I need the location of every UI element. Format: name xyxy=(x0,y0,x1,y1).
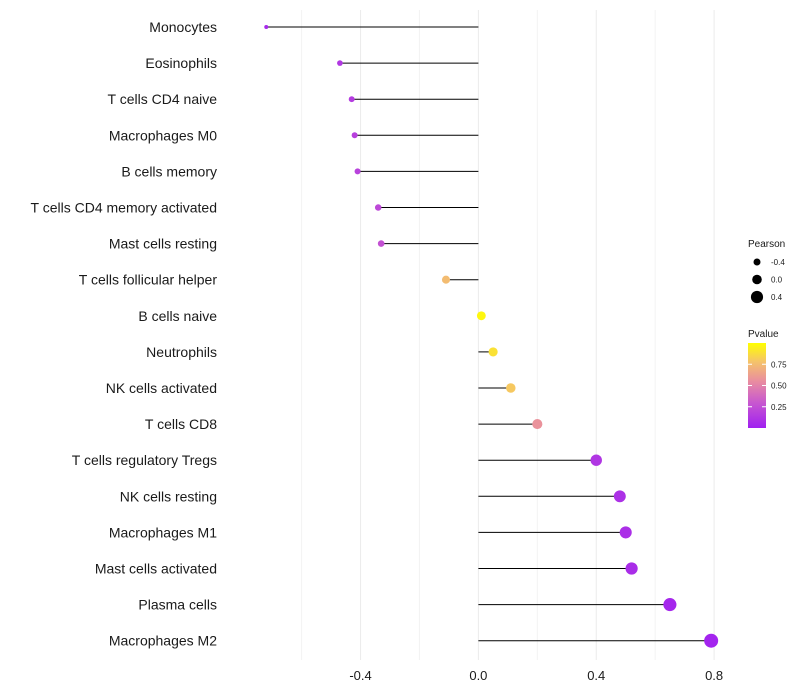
category-label: B cells memory xyxy=(121,163,217,179)
lollipop-points xyxy=(264,25,719,648)
lollipop-point xyxy=(704,633,719,648)
category-label: Eosinophils xyxy=(145,55,217,71)
grid-lines xyxy=(301,10,715,660)
lollipop-point xyxy=(264,25,269,29)
lollipop-point xyxy=(374,204,382,211)
pearson-legend-dot xyxy=(753,258,761,266)
lollipop-point xyxy=(441,275,451,284)
x-tick-label: 0.8 xyxy=(705,668,723,683)
lollipop-point xyxy=(476,311,486,321)
lollipop-point xyxy=(663,598,677,612)
category-label: Macrophages M0 xyxy=(109,127,217,143)
category-label: T cells regulatory Tregs xyxy=(72,452,217,468)
pvalue-legend-label: 0.50 xyxy=(771,382,787,391)
category-label: Monocytes xyxy=(149,19,217,35)
category-label: Macrophages M1 xyxy=(109,524,217,540)
pearson-legend-label: -0.4 xyxy=(771,258,785,267)
category-label: T cells CD4 memory activated xyxy=(31,200,217,216)
pvalue-legend-label: 0.25 xyxy=(771,403,787,412)
category-label: T cells follicular helper xyxy=(79,272,218,288)
x-tick-label: -0.4 xyxy=(349,668,371,683)
category-label: NK cells activated xyxy=(106,380,217,396)
category-label: Mast cells activated xyxy=(95,561,217,577)
lollipop-point xyxy=(506,383,516,393)
category-label: Neutrophils xyxy=(146,344,217,360)
category-label: Macrophages M2 xyxy=(109,633,217,649)
pvalue-legend-title: Pvalue xyxy=(748,329,779,340)
category-label: NK cells resting xyxy=(120,488,217,504)
category-label: T cells CD8 xyxy=(145,416,217,432)
pvalue-colorbar xyxy=(748,343,766,428)
lollipop-point xyxy=(348,96,355,103)
pearson-legend-dot xyxy=(750,290,764,304)
pearson-legend-label: 0.4 xyxy=(771,293,783,302)
lollipop-point xyxy=(613,490,626,503)
lollipop-point xyxy=(625,562,638,575)
pvalue-color-legend: Pvalue 0.75 0.50 0.25 xyxy=(748,329,787,428)
category-labels: Monocytes Eosinophils T cells CD4 naive Mac… xyxy=(31,19,218,649)
pvalue-legend-label: 0.75 xyxy=(771,360,787,369)
x-tick-labels: -0.4 0.0 0.4 0.8 xyxy=(349,668,723,683)
category-label: T cells CD4 naive xyxy=(108,91,218,107)
category-label: B cells naive xyxy=(138,308,217,324)
lollipop-point xyxy=(532,419,543,430)
lollipop-point xyxy=(351,132,358,139)
lollipop-point xyxy=(354,168,361,175)
lollipop-point xyxy=(377,240,385,247)
pearson-legend-title: Pearson xyxy=(748,239,785,250)
category-label: Mast cells resting xyxy=(109,236,217,252)
lollipop-point xyxy=(488,347,498,357)
lollipop-point xyxy=(590,454,602,466)
lollipop-stems xyxy=(266,26,712,642)
category-label: Plasma cells xyxy=(138,597,217,613)
x-tick-label: 0.4 xyxy=(587,668,605,683)
pearson-legend-dot xyxy=(752,274,762,285)
pearson-size-legend: Pearson -0.4 0.0 0.4 xyxy=(748,239,785,304)
pearson-legend-label: 0.0 xyxy=(771,276,783,285)
lollipop-point xyxy=(337,60,343,66)
lollipop-point xyxy=(619,526,632,539)
x-tick-label: 0.0 xyxy=(469,668,487,683)
